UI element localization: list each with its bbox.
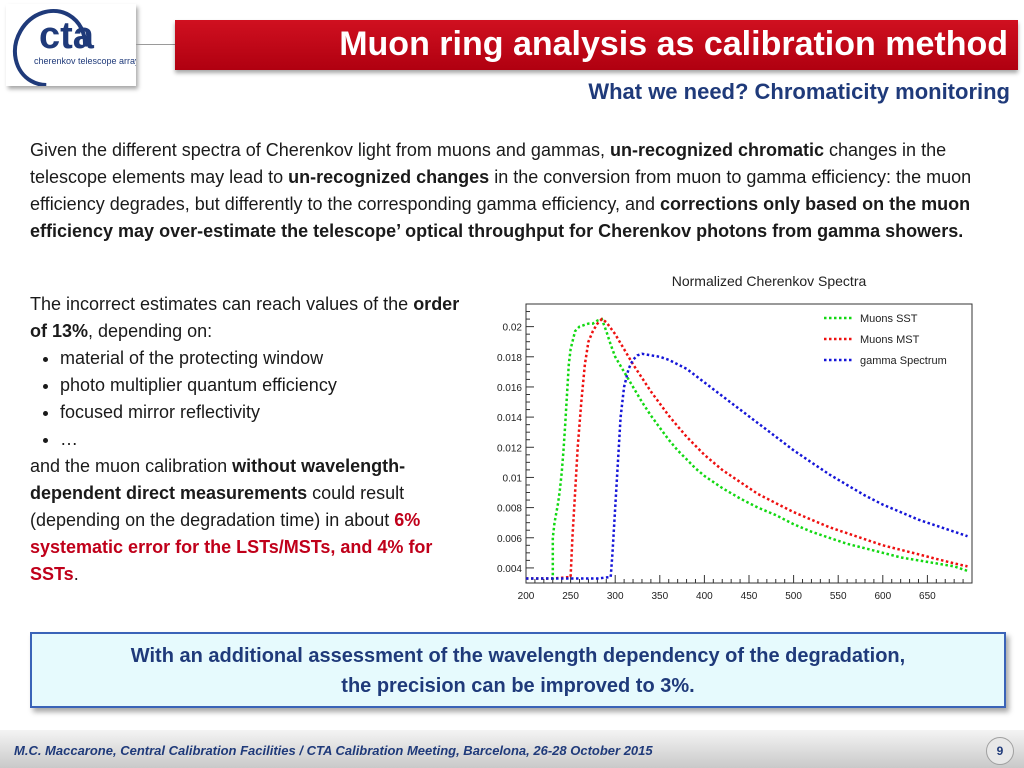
legend-label: gamma Spectrum: [860, 355, 947, 367]
intro-paragraph: Given the different spectra of Cherenkov…: [30, 137, 1010, 245]
y-tick-label: 0.014: [497, 413, 522, 424]
y-tick-label: 0.004: [497, 564, 522, 575]
conclusion-text-1: and the muon calibration: [30, 456, 233, 476]
y-tick-label: 0.012: [497, 443, 522, 454]
legend-label: Muons SST: [860, 313, 918, 325]
estimate-bold-1: order of 13%: [30, 294, 460, 341]
x-tick-label: 450: [741, 591, 758, 602]
x-tick-label: 400: [696, 591, 713, 602]
conclusion-bold-1: without wavelength-dependent direct meas…: [30, 456, 406, 503]
x-tick-label: 550: [830, 591, 847, 602]
logo-subtitle: cherenkov telescope array: [34, 56, 136, 66]
list-item: focused mirror reflectivity: [60, 399, 480, 426]
intro-text-1: Given the different spectra of Cherenkov…: [30, 140, 610, 160]
cherenkov-spectra-chart: Normalized Cherenkov Spectra 0.004 0.006 0.…: [486, 266, 986, 606]
slide-title: Muon ring analysis as calibration method: [339, 25, 1008, 63]
legend-label: Muons MST: [860, 334, 920, 346]
callout-line-1: With an additional assessment of the wav…: [130, 645, 906, 667]
y-tick-label: 0.018: [497, 353, 522, 364]
y-tick-label: 0.016: [497, 383, 522, 394]
x-tick-label: 500: [785, 591, 802, 602]
series-line-1: [526, 317, 968, 580]
factor-list: material of the protecting window photo …: [30, 345, 480, 453]
calibration-conclusion: and the muon calibration without wavelen…: [30, 453, 480, 588]
y-tick-label: 0.006: [497, 534, 522, 545]
intro-bold-3: corrections only based on the muon effic…: [30, 194, 971, 241]
intro-bold-2: un-recognized changes: [288, 167, 490, 187]
intro-bold-1: un-recognized chromatic: [609, 140, 824, 160]
list-item: material of the protecting window: [60, 345, 480, 372]
x-tick-label: 250: [562, 591, 579, 602]
y-tick-label: 0.02: [503, 323, 523, 334]
series-line-2: [526, 352, 968, 580]
estimate-text-1: The incorrect estimates can reach values…: [30, 294, 414, 314]
intro-text-3: in the conversion from muon to gamma eff…: [30, 167, 972, 214]
systematic-error-highlight: 6% systematic error for the LSTs/MSTs, a…: [30, 510, 433, 584]
list-item: photo multiplier quantum efficiency: [60, 372, 480, 399]
footer-citation: M.C. Maccarone, Central Calibration Faci…: [14, 743, 653, 758]
list-item: …: [60, 426, 480, 453]
page-number: 9: [986, 737, 1014, 765]
chart-title: Normalized Cherenkov Spectra: [672, 273, 867, 289]
conclusion-text-3: .: [73, 564, 79, 584]
intro-text-2: changes in the telescope elements may le…: [30, 140, 947, 187]
x-tick-label: 600: [874, 591, 891, 602]
estimate-intro: The incorrect estimates can reach values…: [30, 291, 480, 345]
title-bar: Muon ring analysis as calibration method: [175, 20, 1018, 70]
footer-bar: M.C. Maccarone, Central Calibration Faci…: [0, 730, 1024, 768]
cta-logo: cta cherenkov telescope array: [6, 4, 140, 88]
chart-canvas: Normalized Cherenkov Spectra 0.004 0.006 0.…: [497, 273, 973, 602]
conclusion-callout: With an additional assessment of the wav…: [30, 632, 1006, 708]
x-tick-label: 300: [607, 591, 624, 602]
y-tick-label: 0.008: [497, 504, 522, 515]
callout-line-2: the precision can be improved to 3%.: [341, 675, 695, 697]
conclusion-text-2: could result (depending on the degradati…: [30, 483, 405, 530]
x-tick-label: 650: [919, 591, 936, 602]
x-tick-label: 350: [651, 591, 668, 602]
logo-connector-line: [136, 44, 176, 45]
x-tick-label: 200: [518, 591, 535, 602]
y-tick-label: 0.01: [503, 473, 523, 484]
series-line-0: [526, 317, 968, 580]
logo-wordmark: cta: [39, 15, 95, 57]
slide-subtitle: What we need? Chromaticity monitoring: [588, 79, 1010, 104]
estimate-text-block: The incorrect estimates can reach values…: [30, 291, 480, 588]
estimate-text-2: , depending on:: [88, 321, 213, 341]
